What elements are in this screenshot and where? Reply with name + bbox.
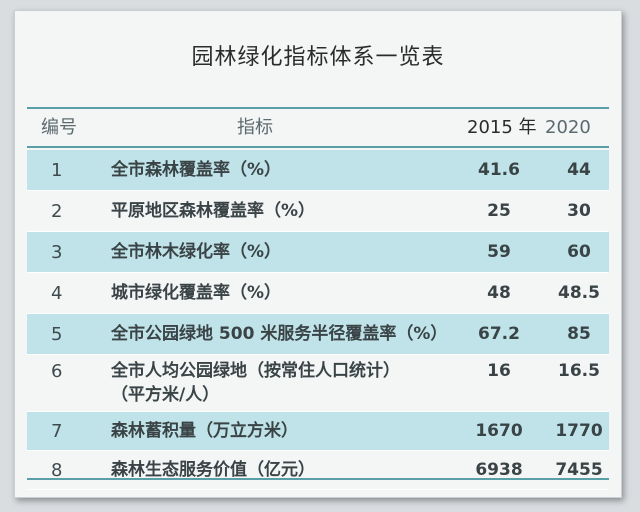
row-number: 4 xyxy=(51,283,63,304)
row-number: 8 xyxy=(51,460,63,481)
header-indicator: 指标 xyxy=(237,117,273,138)
row-indicator: 全市林木绿化率（%） xyxy=(111,240,281,264)
row-indicator-line2: （平方米/人） xyxy=(111,385,220,405)
row-indicator: 森林生态服务价值（亿元） xyxy=(111,458,315,482)
row-number: 3 xyxy=(51,242,63,263)
table-row: 3 全市林木绿化率（%） 59 60 xyxy=(27,232,609,273)
table-row: 2 平原地区森林覆盖率（%） 25 30 xyxy=(27,191,609,232)
row-value-2015: 59 xyxy=(487,242,511,262)
row-value-2015: 48 xyxy=(487,283,511,303)
row-number: 1 xyxy=(51,160,63,181)
row-indicator: 全市公园绿地 500 米服务半径覆盖率（%） xyxy=(111,322,447,346)
table-body: 1 全市森林覆盖率（%） 41.6 44 2 平原地区森林覆盖率（%） 25 30 3 全市林木绿… xyxy=(27,150,609,490)
row-value-2015: 6938 xyxy=(475,460,523,480)
header-no: 编号 xyxy=(41,117,77,138)
table-card: 园林绿化指标体系一览表 编号 指标 2015 年 2020 年 1 全市森林覆盖率… xyxy=(14,10,622,498)
row-value-2020: 7455 xyxy=(555,460,603,480)
row-number: 2 xyxy=(51,201,63,222)
table-row: 1 全市森林覆盖率（%） 41.6 44 xyxy=(27,150,609,191)
row-indicator-line1: 全市公园绿地 500 米服务半径覆盖率（%） xyxy=(111,324,448,344)
header-bottom-rule xyxy=(27,146,609,148)
table-row: 6 全市人均公园绿地（按常住人口统计） （平方米/人） 16 16.5 xyxy=(27,355,609,412)
row-indicator: 平原地区森林覆盖率（%） xyxy=(111,199,315,223)
table-row: 4 城市绿化覆盖率（%） 48 48.5 xyxy=(27,273,609,314)
header-2020: 2020 年 xyxy=(545,117,591,175)
row-value-2015: 41.6 xyxy=(478,160,520,180)
row-value-2015: 67.2 xyxy=(478,324,520,344)
header-top-rule xyxy=(27,107,609,109)
row-value-2015: 16 xyxy=(487,361,511,381)
table-header: 编号 指标 2015 年 2020 年 xyxy=(27,109,609,175)
row-indicator: 全市森林覆盖率（%） xyxy=(111,158,281,182)
row-value-2015: 1670 xyxy=(475,421,523,441)
row-value-2020: 1770 xyxy=(555,421,603,441)
row-number: 5 xyxy=(51,324,63,345)
table-row: 8 森林生态服务价值（亿元） 6938 7455 xyxy=(27,451,609,490)
row-indicator: 城市绿化覆盖率（%） xyxy=(111,281,281,305)
table-row: 7 森林蓄积量（万立方米） 1670 1770 xyxy=(27,412,609,451)
row-number: 7 xyxy=(51,421,63,442)
row-indicator-line1: 城市绿化覆盖率（%） xyxy=(111,283,282,303)
row-indicator-line1: 森林生态服务价值（亿元） xyxy=(111,460,315,480)
table-bottom-rule xyxy=(27,478,609,480)
table-row: 5 全市公园绿地 500 米服务半径覆盖率（%） 67.2 85 xyxy=(27,314,609,355)
row-indicator: 全市人均公园绿地（按常住人口统计） （平方米/人） xyxy=(111,359,400,407)
row-value-2020: 16.5 xyxy=(558,361,600,381)
row-value-2020: 48.5 xyxy=(558,283,600,303)
row-value-2020: 85 xyxy=(567,324,591,344)
row-indicator-line1: 森林蓄积量（万立方米） xyxy=(111,421,298,441)
header-2015: 2015 年 xyxy=(467,117,537,138)
row-value-2015: 25 xyxy=(487,201,511,221)
row-number: 6 xyxy=(51,361,63,382)
row-indicator: 森林蓄积量（万立方米） xyxy=(111,419,298,443)
row-indicator-line1: 平原地区森林覆盖率（%） xyxy=(111,201,316,221)
row-indicator-line1: 全市森林覆盖率（%） xyxy=(111,160,282,180)
row-value-2020: 30 xyxy=(567,201,591,221)
row-value-2020: 44 xyxy=(567,160,591,180)
row-indicator-line1: 全市林木绿化率（%） xyxy=(111,242,282,262)
row-indicator-line1: 全市人均公园绿地（按常住人口统计） xyxy=(111,361,400,381)
table-title: 园林绿化指标体系一览表 xyxy=(191,45,445,70)
row-value-2020: 60 xyxy=(567,242,591,262)
